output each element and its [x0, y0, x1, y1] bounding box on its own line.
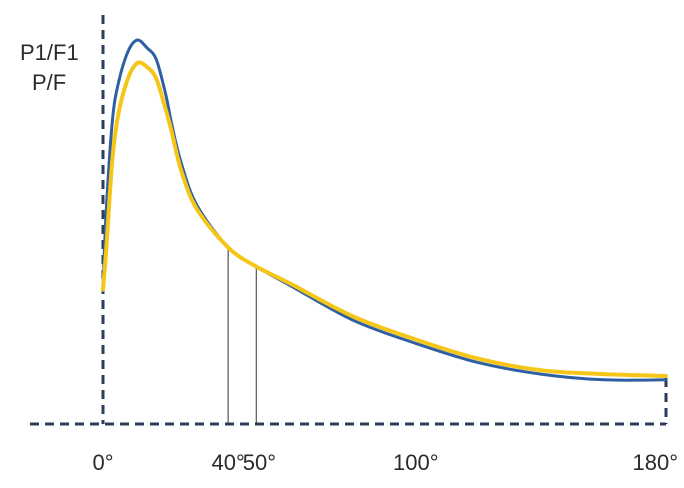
x-tick-label-1: 40°	[211, 450, 244, 475]
x-tick-label-0: 0°	[92, 450, 113, 475]
y-axis-label-group: P1/F1 P/F	[20, 40, 79, 95]
y-axis-label-line-2: P/F	[32, 70, 66, 95]
series-line-1	[101, 60, 668, 378]
series-line-0	[101, 38, 668, 382]
reference-lines-group	[227, 247, 257, 424]
axes-group	[30, 15, 668, 426]
x-tick-label-2: 50°	[243, 450, 276, 475]
y-axis-label-line-1: P1/F1	[20, 40, 79, 65]
x-tick-labels-group: 0° 40°50° 100° 180°	[92, 450, 678, 475]
series-group	[101, 38, 668, 382]
x-tick-label-3: 100°	[393, 450, 439, 475]
x-tick-label-4: 180°	[632, 450, 678, 475]
